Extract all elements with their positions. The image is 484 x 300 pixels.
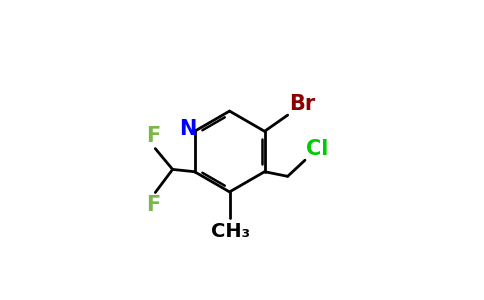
Text: CH₃: CH₃ bbox=[211, 222, 250, 241]
Text: F: F bbox=[146, 195, 160, 215]
Text: F: F bbox=[146, 126, 160, 146]
Text: Cl: Cl bbox=[306, 139, 329, 159]
Text: N: N bbox=[180, 119, 197, 140]
Text: Br: Br bbox=[289, 94, 315, 114]
